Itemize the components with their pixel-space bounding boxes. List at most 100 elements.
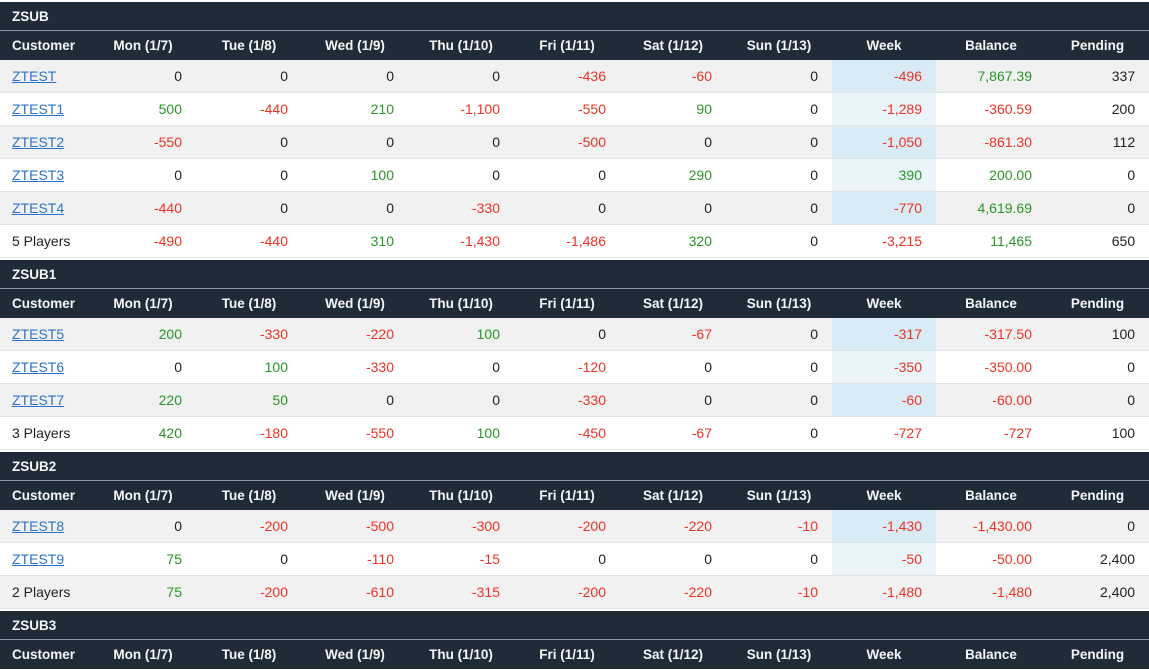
customer-link[interactable]: ZTEST9 [12,551,65,567]
cell-balance: -350.00 [936,350,1046,384]
customer-row: ZTEST9 75 0 -110 -15 0 0 0 -50 -50.00 2,… [0,542,1149,576]
cell-week: -3,215 [832,224,936,258]
column-header-fri: Fri (1/11) [514,480,620,510]
cell-mon: 200 [90,318,196,351]
cell-fri: 0 [514,318,620,351]
customer-cell: ZTEST2 [0,125,90,159]
cell-sat: 0 [620,542,726,576]
cell-balance: -360.59 [936,92,1046,126]
cell-tue: 0 [196,125,302,159]
cell-pending: 0 [1046,191,1149,225]
customer-link[interactable]: ZTEST5 [12,326,65,342]
customer-link[interactable]: ZTEST3 [12,167,65,183]
cell-tue: -200 [196,510,302,543]
cell-balance: -317.50 [936,318,1046,351]
cell-mon: 220 [90,383,196,417]
cell-thu: 0 [408,60,514,93]
customer-row: ZTEST7 220 50 0 0 -330 0 0 -60 -60.00 0 [0,383,1149,417]
column-header-customer: Customer [0,30,90,60]
cell-wed: -330 [302,350,408,384]
cell-sat: 0 [620,191,726,225]
cell-week: -317 [832,318,936,351]
cell-week: 390 [832,158,936,192]
customer-row: ZTEST5 200 -330 -220 100 0 -67 0 -317 -3… [0,318,1149,351]
cell-sat: 290 [620,158,726,192]
cell-sat: 0 [620,125,726,159]
column-header-sun: Sun (1/13) [726,480,832,510]
group-title: ZSUB [0,2,1149,31]
cell-mon: 0 [90,510,196,543]
customer-row: ZTEST6 0 100 -330 0 -120 0 0 -350 -350.0… [0,350,1149,384]
customer-link[interactable]: ZTEST6 [12,359,65,375]
cell-fri: -200 [514,575,620,609]
customer-cell: ZTEST1 [0,92,90,126]
customer-cell: ZTEST6 [0,350,90,384]
cell-thu: -330 [408,191,514,225]
cell-pending: 100 [1046,318,1149,351]
cell-sun: 0 [726,416,832,450]
column-header-wed: Wed (1/9) [302,480,408,510]
column-header-balance: Balance [936,30,1046,60]
customer-link[interactable]: ZTEST [12,68,57,84]
cell-fri: -200 [514,510,620,543]
group-title: ZSUB1 [0,260,1149,289]
column-header-thu: Thu (1/10) [408,288,514,318]
column-header-mon: Mon (1/7) [90,639,196,669]
group-title: ZSUB3 [0,611,1149,640]
column-header-customer: Customer [0,480,90,510]
cell-balance: -1,430.00 [936,510,1046,543]
column-header-sun: Sun (1/13) [726,639,832,669]
cell-pending: 100 [1046,416,1149,450]
cell-thu: -300 [408,510,514,543]
cell-balance: -50.00 [936,542,1046,576]
cell-sun: 0 [726,191,832,225]
group-title: ZSUB2 [0,452,1149,481]
customer-row: ZTEST3 0 0 100 0 0 290 0 390 200.00 0 [0,158,1149,192]
cell-week: -1,480 [832,575,936,609]
cell-mon: 0 [90,350,196,384]
group-table-zsub2: ZSUB2 Customer Mon (1/7) Tue (1/8) Wed (… [0,452,1149,609]
cell-mon: 420 [90,416,196,450]
customer-link[interactable]: ZTEST1 [12,101,65,117]
cell-pending: 337 [1046,60,1149,93]
cell-sun: 0 [726,125,832,159]
cell-fri: 0 [514,542,620,576]
column-header-tue: Tue (1/8) [196,30,302,60]
customer-cell: ZTEST [0,60,90,93]
cell-week: -770 [832,191,936,225]
cell-thu: -15 [408,542,514,576]
cell-thu: -315 [408,575,514,609]
cell-tue: 100 [196,350,302,384]
customer-link[interactable]: ZTEST4 [12,200,65,216]
cell-fri: -450 [514,416,620,450]
customer-row: ZTEST 0 0 0 0 -436 -60 0 -496 7,867.39 3… [0,60,1149,93]
customer-link[interactable]: ZTEST8 [12,518,65,534]
cell-sat: -220 [620,510,726,543]
cell-tue: 0 [196,191,302,225]
cell-pending: 0 [1046,510,1149,543]
column-header-row: Customer Mon (1/7) Tue (1/8) Wed (1/9) T… [0,480,1149,510]
cell-week: -1,050 [832,125,936,159]
cell-balance: 4,619.69 [936,191,1046,225]
column-header-row: Customer Mon (1/7) Tue (1/8) Wed (1/9) T… [0,288,1149,318]
cell-thu: 0 [408,125,514,159]
cell-wed: 0 [302,125,408,159]
column-header-wed: Wed (1/9) [302,30,408,60]
summary-label: 2 Players [0,575,90,609]
column-header-pending: Pending [1046,288,1149,318]
customer-link[interactable]: ZTEST2 [12,134,65,150]
column-header-wed: Wed (1/9) [302,288,408,318]
column-header-balance: Balance [936,288,1046,318]
cell-thu: 0 [408,383,514,417]
cell-pending: 2,400 [1046,542,1149,576]
cell-thu: 100 [408,318,514,351]
cell-wed: -550 [302,416,408,450]
cell-pending: 0 [1046,158,1149,192]
cell-fri: 0 [514,191,620,225]
column-header-fri: Fri (1/11) [514,639,620,669]
customer-link[interactable]: ZTEST7 [12,392,65,408]
summary-row: 5 Players -490 -440 310 -1,430 -1,486 32… [0,224,1149,258]
cell-week: -1,430 [832,510,936,543]
cell-balance: -727 [936,416,1046,450]
cell-week: -496 [832,60,936,93]
